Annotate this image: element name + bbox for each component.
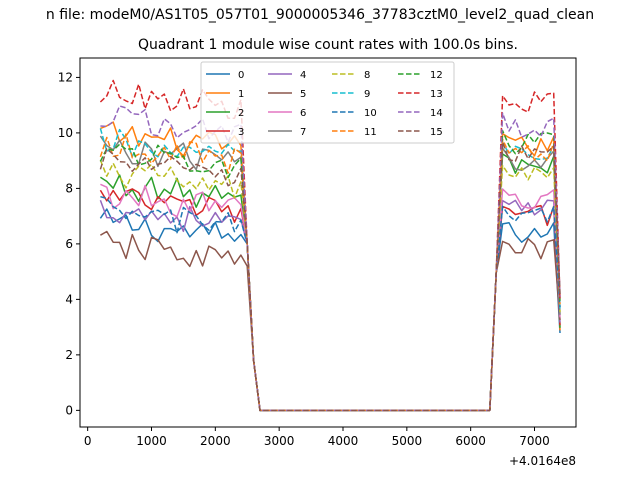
chart-title: Quadrant 1 module wise count rates with …: [138, 37, 518, 53]
legend-frame: [200, 61, 455, 144]
legend-label-14: 14: [430, 108, 443, 119]
x-tick-label: 4000: [328, 434, 359, 448]
y-tick-label: 12: [58, 70, 73, 84]
legend-label-2: 2: [238, 108, 244, 119]
legend-label-11: 11: [364, 127, 377, 138]
legend-label-3: 3: [238, 127, 244, 138]
legend-label-4: 4: [300, 70, 306, 81]
x-axis: 0 1000 2000 3000 4000 5000 6000 7000: [84, 427, 550, 448]
legend-label-13: 13: [430, 89, 443, 100]
plot-lines: [99, 79, 561, 412]
x-tick-label: 2000: [200, 434, 231, 448]
y-tick-label: 0: [65, 403, 73, 417]
x-offset-label: +4.0164e8: [509, 454, 576, 468]
x-tick-label: 0: [84, 434, 92, 448]
legend-label-0: 0: [238, 70, 244, 81]
y-axis: 0 2 4 6 8 10 12: [58, 70, 80, 417]
legend-label-5: 5: [300, 89, 306, 100]
x-tick-label: 3000: [264, 434, 295, 448]
y-tick-label: 6: [65, 237, 73, 251]
legend-label-1: 1: [238, 89, 244, 100]
y-tick-label: 8: [65, 181, 73, 195]
legend-label-7: 7: [300, 127, 306, 138]
y-tick-label: 10: [58, 126, 73, 140]
legend-label-10: 10: [364, 108, 377, 119]
x-tick-label: 7000: [519, 434, 550, 448]
x-tick-label: 6000: [455, 434, 486, 448]
y-tick-label: 2: [65, 348, 73, 362]
x-tick-label: 1000: [136, 434, 167, 448]
legend-label-8: 8: [364, 70, 370, 81]
legend-label-15: 15: [430, 127, 443, 138]
legend-label-6: 6: [300, 108, 306, 119]
x-tick-label: 5000: [392, 434, 423, 448]
legend-label-12: 12: [430, 70, 443, 81]
y-tick-label: 4: [65, 292, 73, 306]
axes-frame: [79, 57, 577, 428]
suptitle: n file: modeM0/AS1T05_057T01_9000005346_…: [46, 7, 594, 23]
legend-label-9: 9: [364, 89, 370, 100]
series-line-15: [99, 141, 561, 412]
